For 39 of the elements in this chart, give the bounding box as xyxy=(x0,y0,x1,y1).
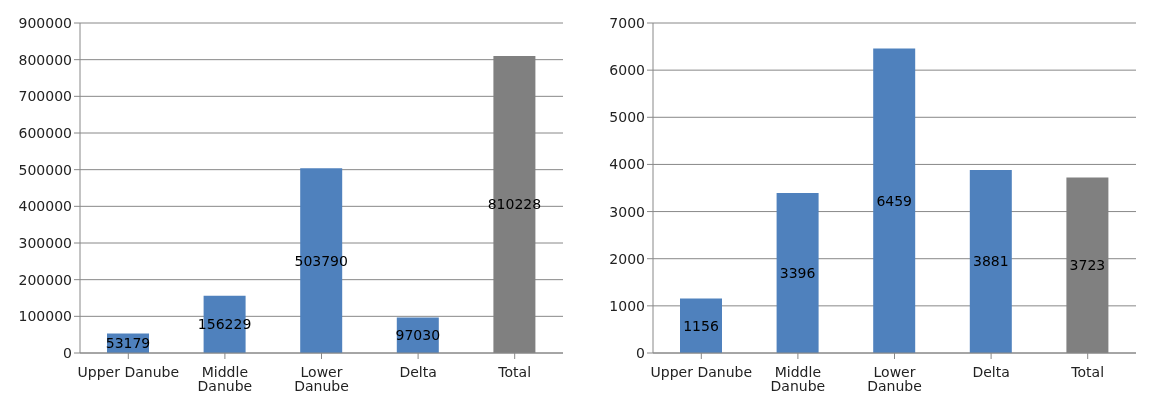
y-tick-label: 700000 xyxy=(18,88,72,105)
data-label: 6459 xyxy=(876,192,913,209)
x-tick-label: Total xyxy=(1070,363,1105,380)
x-tick-label: Lower Danube xyxy=(867,363,922,394)
y-tick-label: 7000 xyxy=(609,14,645,31)
x-tick-label: Middle Danube xyxy=(770,363,826,394)
y-tick-label: 900000 xyxy=(18,14,72,31)
y-tick-label: 5000 xyxy=(609,109,645,126)
data-label: 810228 xyxy=(487,196,542,213)
x-tick-label: Upper Danube xyxy=(77,363,180,380)
data-label: 3881 xyxy=(972,253,1009,270)
bar xyxy=(680,298,722,353)
y-tick-label: 3000 xyxy=(609,203,645,220)
data-label: 1156 xyxy=(683,317,719,334)
x-tick-label: Delta xyxy=(972,363,1010,380)
data-label: 3396 xyxy=(779,264,816,281)
x-tick-label: Delta xyxy=(399,363,437,380)
bar xyxy=(873,48,916,353)
bar xyxy=(776,192,819,353)
y-tick-label: 500000 xyxy=(18,161,72,178)
y-tick-label: 0 xyxy=(63,344,72,361)
y-tick-label: 300000 xyxy=(18,234,72,251)
x-tick-label: Upper Danube xyxy=(650,363,753,380)
data-label: 3723 xyxy=(1069,257,1106,274)
x-tick-label: Middle Danube xyxy=(197,363,253,394)
y-tick-label: 1000 xyxy=(609,297,645,314)
bar xyxy=(969,170,1012,353)
y-tick-label: 600000 xyxy=(18,124,72,141)
y-tick-label: 2000 xyxy=(609,250,645,267)
y-tick-label: 400000 xyxy=(18,198,72,215)
y-tick-label: 6000 xyxy=(609,62,645,79)
x-tick-label: Lower Danube xyxy=(294,363,349,394)
y-tick-label: 200000 xyxy=(18,271,72,288)
y-tick-label: 800000 xyxy=(18,51,72,68)
data-label: 53179 xyxy=(105,335,151,352)
y-tick-label: 100000 xyxy=(18,308,72,325)
x-tick-label: Total xyxy=(497,363,532,380)
y-tick-label: 4000 xyxy=(609,156,645,173)
y-tick-label: 0 xyxy=(636,344,645,361)
